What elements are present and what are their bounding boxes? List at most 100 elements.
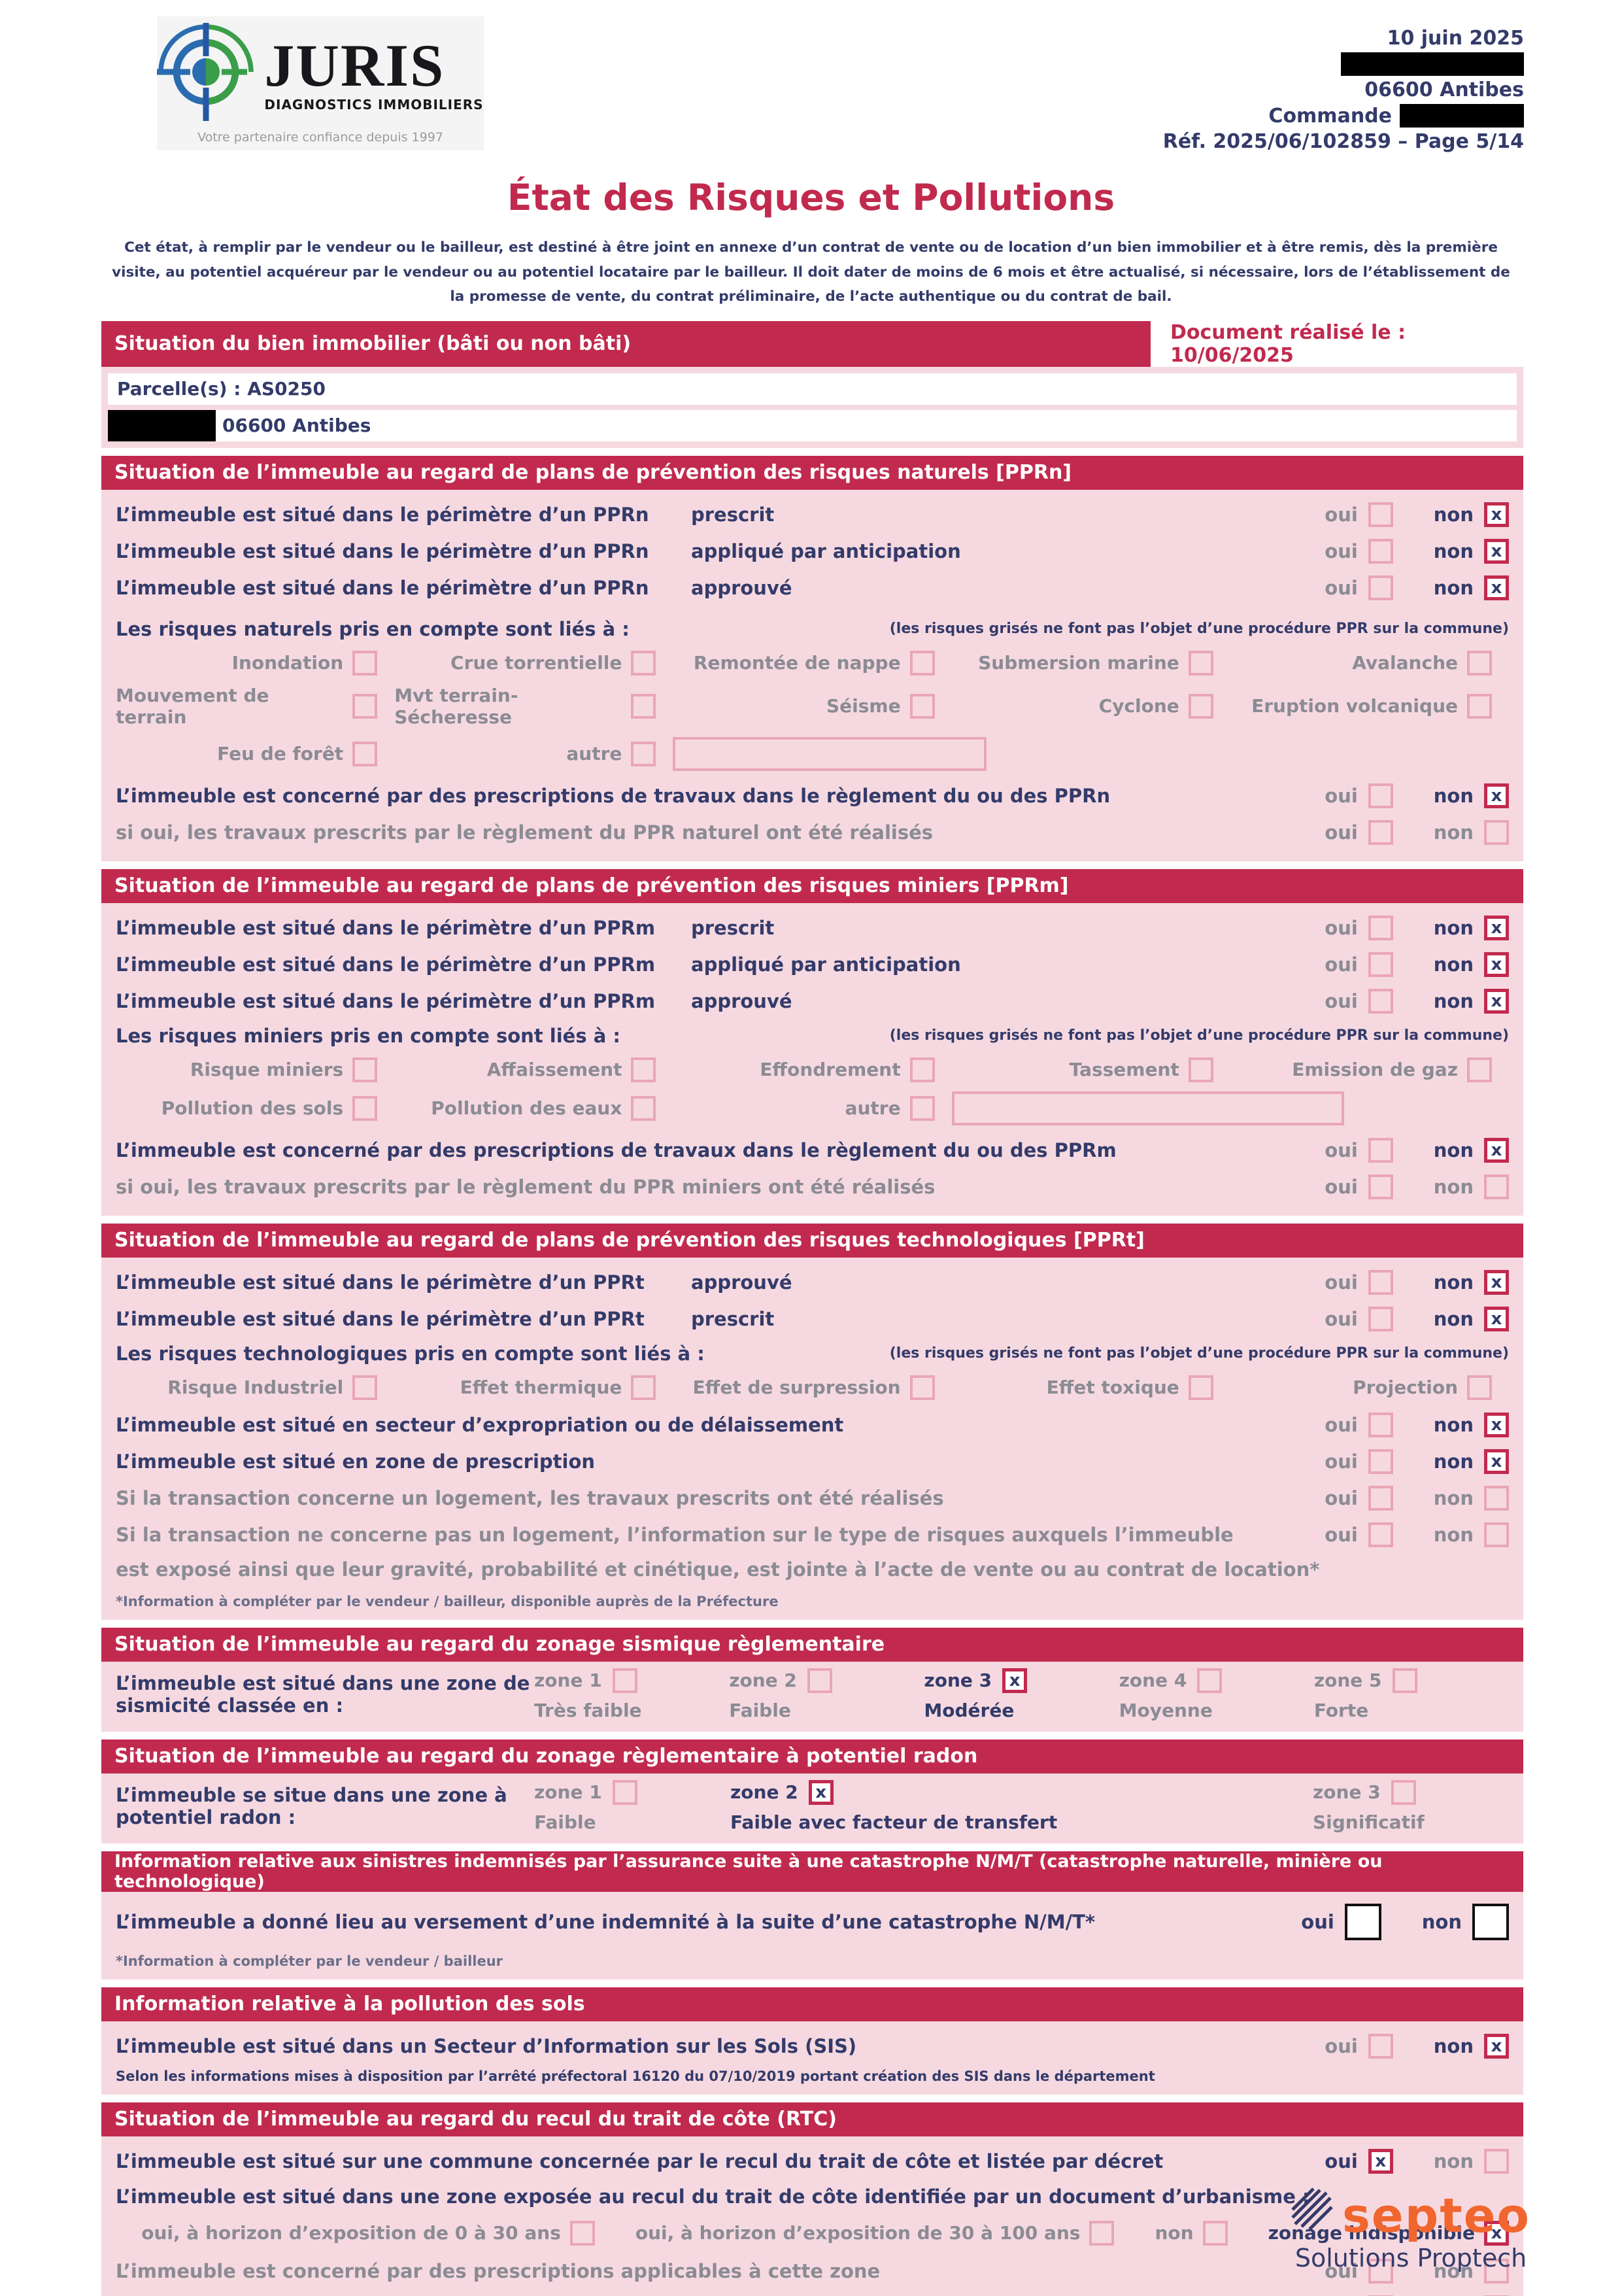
pprm-anticipation-oui-checkbox[interactable] — [1368, 951, 1393, 977]
radon-zone2-checkbox[interactable]: x — [808, 1779, 834, 1805]
pprn-anticipation-non-checkbox[interactable]: x — [1484, 538, 1509, 564]
pprm-approuve-non-checkbox[interactable]: x — [1484, 988, 1509, 1014]
rtc-opt-0-30-checkbox[interactable] — [569, 2220, 595, 2246]
pprt-prescrit-oui-checkbox[interactable] — [1368, 1306, 1393, 1331]
pprm-si-oui-non-checkbox[interactable] — [1484, 1174, 1509, 1199]
risk-toxique-label: Effet toxique — [1046, 1377, 1179, 1399]
pprm-prescrit-non-checkbox[interactable]: x — [1484, 915, 1509, 940]
header-date: 10 juin 2025 — [1387, 27, 1524, 50]
pprt-logement-oui-checkbox[interactable] — [1368, 1485, 1393, 1511]
risk-mvt-terrain-checkbox[interactable] — [352, 693, 378, 719]
pprt-approuve-oui-checkbox[interactable] — [1368, 1269, 1393, 1295]
sismique-zone4-checkbox[interactable] — [1197, 1668, 1223, 1693]
risk-projection-checkbox[interactable] — [1467, 1375, 1492, 1400]
pprn-risks-intro: Les risques naturels pris en compte sont… — [116, 617, 630, 640]
sismique-zone1-checkbox[interactable] — [612, 1668, 637, 1693]
pprn-approuve-non-checkbox[interactable]: x — [1484, 575, 1509, 600]
pprn-travaux-oui-checkbox[interactable] — [1368, 783, 1393, 808]
pprm-autre-checkbox[interactable] — [909, 1095, 935, 1121]
risk-avalanche-checkbox[interactable] — [1467, 650, 1492, 676]
risk-thermique-checkbox[interactable] — [631, 1375, 656, 1400]
risk-pollution-eaux-checkbox[interactable] — [631, 1095, 656, 1121]
non-label: non — [1433, 1413, 1474, 1436]
risk-gaz-label: Emission de gaz — [1292, 1059, 1458, 1081]
rtc-prescriptions-non-checkbox[interactable] — [1484, 2258, 1509, 2284]
risk-secheresse-checkbox[interactable] — [631, 693, 656, 719]
risk-affaissement-checkbox[interactable] — [631, 1057, 656, 1082]
nmt-oui-checkbox[interactable] — [1344, 1903, 1381, 1940]
rtc-opt-non-checkbox[interactable] — [1202, 2220, 1228, 2246]
pprm-prescrit-oui-checkbox[interactable] — [1368, 915, 1393, 940]
risk-industriel-checkbox[interactable] — [352, 1375, 378, 1400]
risk-effondrement-checkbox[interactable] — [909, 1057, 935, 1082]
rtc-opt-30-100-checkbox[interactable] — [1089, 2220, 1115, 2246]
risk-inondation-checkbox[interactable] — [352, 650, 378, 676]
pprt-non-logement-oui-checkbox[interactable] — [1368, 1522, 1393, 1547]
oui-label: oui — [1325, 953, 1358, 976]
logo-brand-text: JURIS — [264, 31, 445, 99]
pprn-si-oui-oui-checkbox[interactable] — [1368, 819, 1393, 845]
pprn-prescrit-non-checkbox[interactable]: x — [1484, 502, 1509, 527]
doc-date: Document réalisé le : 10/06/2025 — [1170, 320, 1406, 367]
risk-toxique-checkbox[interactable] — [1188, 1375, 1213, 1400]
radon-zone1-checkbox[interactable] — [612, 1779, 637, 1805]
rtc-opt-zonage-checkbox[interactable]: x — [1484, 2220, 1509, 2246]
rtc-commune-non-checkbox[interactable] — [1484, 2148, 1509, 2174]
non-label: non — [1433, 916, 1474, 939]
risk-surpression-checkbox[interactable] — [909, 1375, 935, 1400]
pprt-prescrit-non-checkbox[interactable]: x — [1484, 1306, 1509, 1331]
pprt-prescription-oui-checkbox[interactable] — [1368, 1448, 1393, 1474]
pprm-si-oui-oui-checkbox[interactable] — [1368, 1174, 1393, 1199]
rtc-demolition-non-checkbox[interactable] — [1484, 2295, 1509, 2296]
rtc-commune-oui-checkbox[interactable]: x — [1368, 2148, 1393, 2174]
risk-submersion-checkbox[interactable] — [1188, 650, 1213, 676]
pprt-expropriation-non-checkbox[interactable]: x — [1484, 1412, 1509, 1437]
pprm-travaux-oui-checkbox[interactable] — [1368, 1137, 1393, 1163]
non-label: non — [1421, 1910, 1462, 1933]
pprt-logement-non-checkbox[interactable] — [1484, 1485, 1509, 1511]
pprn-prescrit-oui-checkbox[interactable] — [1368, 502, 1393, 527]
risk-tassement-checkbox[interactable] — [1188, 1057, 1213, 1082]
risk-seisme-checkbox[interactable] — [909, 693, 935, 719]
pprt-perimetre-prescrit-label: L’immeuble est situé dans le périmètre d… — [116, 1307, 645, 1330]
risk-pollution-sols-checkbox[interactable] — [352, 1095, 378, 1121]
pprm-travaux-non-checkbox[interactable]: x — [1484, 1137, 1509, 1163]
risk-cyclone-checkbox[interactable] — [1188, 693, 1213, 719]
pprn-travaux-non-checkbox[interactable]: x — [1484, 783, 1509, 808]
risk-feu-foret-checkbox[interactable] — [352, 741, 378, 766]
pprt-expropriation-oui-checkbox[interactable] — [1368, 1412, 1393, 1437]
sismique-zone2-checkbox[interactable] — [807, 1668, 832, 1693]
pprm-approuve-oui-checkbox[interactable] — [1368, 988, 1393, 1014]
sismique-zone1-level: Très faible — [534, 1699, 642, 1721]
rtc-prescriptions-oui-checkbox[interactable] — [1368, 2258, 1393, 2284]
nmt-non-checkbox[interactable] — [1472, 1903, 1509, 1940]
radon-zone3-checkbox[interactable] — [1391, 1779, 1416, 1805]
pprt-approuve-non-checkbox[interactable]: x — [1484, 1269, 1509, 1295]
pprm-anticipation-non-checkbox[interactable]: x — [1484, 951, 1509, 977]
pprn-autre-input[interactable] — [673, 736, 987, 771]
pprn-perimetre-prescrit-label: L’immeuble est situé dans le périmètre d… — [116, 503, 649, 526]
logo-sub-text: DIAGNOSTICS IMMOBILIERS — [264, 96, 484, 112]
pprt-prescription-non-checkbox[interactable]: x — [1484, 1448, 1509, 1474]
section-nmt: Information relative aux sinistres indem… — [101, 1851, 1523, 1979]
pprm-grises-note: (les risques grisés ne font pas l’objet … — [889, 1027, 1509, 1044]
risk-nappe-checkbox[interactable] — [909, 650, 935, 676]
sismique-zone5-checkbox[interactable] — [1392, 1668, 1417, 1693]
pprt-non-logement-non-checkbox[interactable] — [1484, 1522, 1509, 1547]
risk-miniers-checkbox[interactable] — [352, 1057, 378, 1082]
rtc-demolition-oui-checkbox[interactable] — [1368, 2295, 1393, 2296]
risk-gaz-checkbox[interactable] — [1467, 1057, 1492, 1082]
pprn-anticipation-oui-checkbox[interactable] — [1368, 538, 1393, 564]
risk-crue-checkbox[interactable] — [631, 650, 656, 676]
section-title-property: Situation du bien immobilier (bâti ou no… — [101, 320, 1151, 367]
risk-eruption-checkbox[interactable] — [1467, 693, 1492, 719]
sols-sis-oui-checkbox[interactable] — [1368, 2033, 1393, 2059]
sols-sis-non-checkbox[interactable]: x — [1484, 2033, 1509, 2059]
pprn-approuve-oui-checkbox[interactable] — [1368, 575, 1393, 600]
pprn-autre-checkbox[interactable] — [631, 741, 656, 766]
sismique-zone3-checkbox[interactable]: x — [1002, 1668, 1028, 1693]
rtc-opt-30-100-label: oui, à horizon d’exposition de 30 à 100 … — [635, 2222, 1081, 2244]
pprm-autre-input[interactable] — [951, 1091, 1344, 1125]
pprn-si-oui-non-checkbox[interactable] — [1484, 819, 1509, 845]
